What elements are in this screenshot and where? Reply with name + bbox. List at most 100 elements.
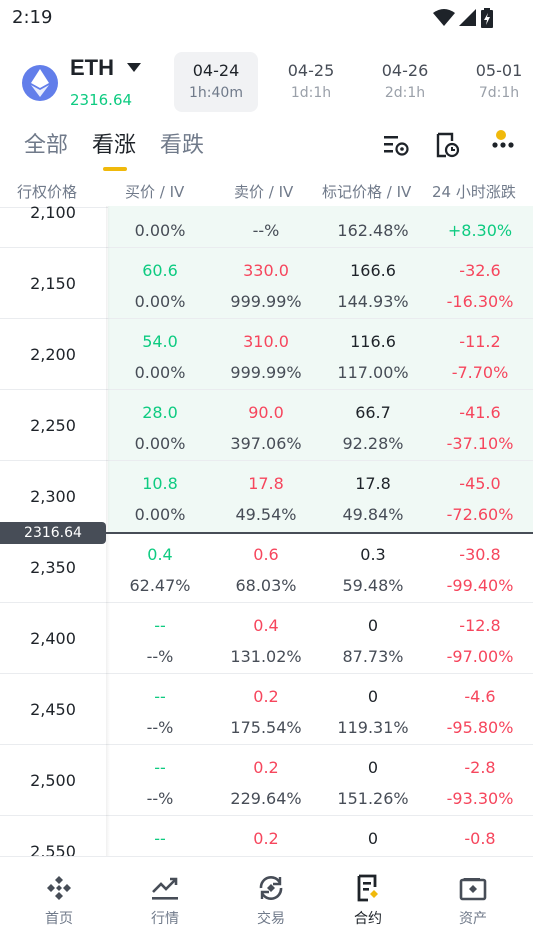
status-time: 2:19 bbox=[12, 7, 53, 28]
nav-trade[interactable]: 交易 bbox=[218, 857, 324, 937]
change-value: -30.8 bbox=[459, 545, 501, 564]
strike-price: 2,350 bbox=[30, 558, 76, 577]
change-value: -45.0 bbox=[459, 474, 501, 493]
nav-markets[interactable]: 行情 bbox=[112, 857, 218, 937]
eth-logo-icon bbox=[22, 65, 58, 101]
expiry-tab-0424[interactable]: 04-24 1h:40m bbox=[174, 52, 258, 112]
table-row[interactable]: 2,550 -- 0.2 0 -0.8 bbox=[0, 816, 533, 856]
nav-assets[interactable]: 资产 bbox=[420, 857, 526, 937]
strike-price: 2,200 bbox=[30, 345, 76, 364]
expiry-date: 04-24 bbox=[192, 61, 240, 80]
table-row[interactable]: 2,500 -- --% 0.2 229.64% 0 151.26% -2.8 … bbox=[0, 745, 533, 816]
ask-price: 310.0 bbox=[243, 332, 289, 351]
strike-price: 2,450 bbox=[30, 700, 76, 719]
table-row[interactable]: 2,450 -- --% 0.2 175.54% 0 119.31% -4.6 … bbox=[0, 674, 533, 745]
expiry-tab-0425[interactable]: 04-25 1d:1h bbox=[269, 52, 353, 112]
contract-header: ETH 2316.64 04-24 1h:40m 04-25 1d:1h 04-… bbox=[0, 48, 533, 118]
mark-iv: 59.48% bbox=[342, 576, 404, 595]
table-row[interactable]: 2,200 54.0 0.00% 310.0 999.99% 116.6 117… bbox=[0, 319, 533, 390]
strike-price: 2,100 bbox=[30, 206, 76, 222]
tab-all[interactable]: 全部 bbox=[24, 133, 69, 158]
change-value: -0.8 bbox=[464, 829, 496, 848]
more-options-icon[interactable] bbox=[484, 130, 524, 160]
status-bar: 2:19 bbox=[0, 0, 533, 36]
change-percent: -7.70% bbox=[451, 363, 509, 382]
table-row[interactable]: 2,100 0.00% --% 162.48% +8.30% bbox=[0, 206, 533, 248]
nav-label: 首页 bbox=[45, 911, 73, 927]
bid-iv: 0.00% bbox=[134, 221, 186, 240]
tab-calls[interactable]: 看涨 bbox=[92, 133, 137, 158]
tab-puts[interactable]: 看跌 bbox=[160, 133, 205, 158]
ask-price: 0.2 bbox=[253, 829, 279, 848]
mark-iv: 144.93% bbox=[337, 292, 409, 311]
change-value: -32.6 bbox=[459, 261, 501, 280]
active-tab-indicator bbox=[103, 167, 127, 171]
in-the-money-background bbox=[108, 206, 533, 533]
ask-iv: 131.02% bbox=[230, 647, 302, 666]
ask-iv: 229.64% bbox=[230, 789, 302, 808]
nav-home[interactable]: 首页 bbox=[6, 857, 112, 937]
change-percent: -16.30% bbox=[446, 292, 514, 311]
ask-price: 0.2 bbox=[253, 687, 279, 706]
battery-icon bbox=[481, 8, 493, 28]
bid-iv: 0.00% bbox=[134, 434, 186, 453]
mark-iv: 49.84% bbox=[342, 505, 404, 524]
column-settings-icon[interactable] bbox=[381, 130, 411, 160]
order-history-icon[interactable] bbox=[432, 130, 462, 160]
mark-iv: 117.00% bbox=[337, 363, 409, 382]
asset-selector[interactable]: ETH bbox=[70, 55, 114, 80]
mark-price: 0 bbox=[367, 687, 379, 706]
change-percent: -99.40% bbox=[446, 576, 514, 595]
bid-iv: --% bbox=[146, 789, 174, 808]
table-row[interactable]: 2,250 28.0 0.00% 90.0 397.06% 66.7 92.28… bbox=[0, 390, 533, 461]
bid-price: -- bbox=[154, 758, 166, 777]
expiry-duration: 1d:1h bbox=[290, 85, 332, 101]
bid-iv: --% bbox=[146, 718, 174, 737]
mark-price: 17.8 bbox=[355, 474, 391, 493]
current-price-tag: 2316.64 bbox=[0, 522, 106, 544]
col-strike: 行权价格 bbox=[17, 183, 78, 201]
mark-price: 0 bbox=[367, 616, 379, 635]
nav-futures[interactable]: 合约 bbox=[315, 857, 421, 937]
table-row[interactable]: 2,300 10.8 0.00% 17.8 49.54% 17.8 49.84%… bbox=[0, 461, 533, 532]
expiry-tab-0426[interactable]: 04-26 2d:1h bbox=[363, 52, 447, 112]
change-value: -4.6 bbox=[464, 687, 496, 706]
expiry-date: 04-25 bbox=[287, 61, 335, 80]
bottom-navigation: 首页 行情 交易 合约 资产 bbox=[0, 856, 533, 948]
signal-icon bbox=[459, 9, 476, 26]
chevron-down-icon[interactable] bbox=[127, 63, 141, 72]
col-ask: 卖价 / IV bbox=[234, 183, 294, 201]
mark-iv: 92.28% bbox=[342, 434, 404, 453]
current-price-line bbox=[0, 532, 533, 534]
ask-iv: 68.03% bbox=[235, 576, 297, 595]
markets-icon bbox=[150, 873, 180, 903]
expiry-tab-0501[interactable]: 05-01 7d:1h bbox=[457, 52, 533, 112]
options-table: 2,100 0.00% --% 162.48% +8.30% 2,150 60.… bbox=[0, 206, 533, 856]
asset-price: 2316.64 bbox=[70, 91, 133, 109]
nav-label: 资产 bbox=[459, 911, 487, 927]
col-change: 24 小时涨跌 bbox=[432, 183, 516, 201]
bid-iv: 0.00% bbox=[134, 505, 186, 524]
bid-iv: 0.00% bbox=[134, 292, 186, 311]
bid-price: -- bbox=[154, 687, 166, 706]
ask-iv: --% bbox=[252, 221, 280, 240]
mark-price: 66.7 bbox=[355, 403, 391, 422]
strike-price: 2,500 bbox=[30, 771, 76, 790]
table-row[interactable]: 2,400 -- --% 0.4 131.02% 0 87.73% -12.8 … bbox=[0, 603, 533, 674]
nav-label: 行情 bbox=[151, 911, 179, 927]
table-row[interactable]: 2,350 0.4 62.47% 0.6 68.03% 0.3 59.48% -… bbox=[0, 532, 533, 603]
bid-price: 60.6 bbox=[142, 261, 178, 280]
ask-price: 0.4 bbox=[253, 616, 279, 635]
ask-price: 0.2 bbox=[253, 758, 279, 777]
strike-column-shadow bbox=[106, 206, 110, 856]
change-value: -11.2 bbox=[459, 332, 501, 351]
ask-iv: 397.06% bbox=[230, 434, 302, 453]
table-row[interactable]: 2,150 60.6 0.00% 330.0 999.99% 166.6 144… bbox=[0, 248, 533, 319]
change-percent: -37.10% bbox=[446, 434, 514, 453]
ask-price: 0.6 bbox=[253, 545, 279, 564]
bid-price: 0.4 bbox=[147, 545, 173, 564]
notification-dot bbox=[496, 130, 506, 140]
col-mark: 标记价格 / IV bbox=[322, 183, 412, 201]
change-percent: +8.30% bbox=[447, 221, 513, 240]
expiry-date: 05-01 bbox=[475, 61, 523, 80]
